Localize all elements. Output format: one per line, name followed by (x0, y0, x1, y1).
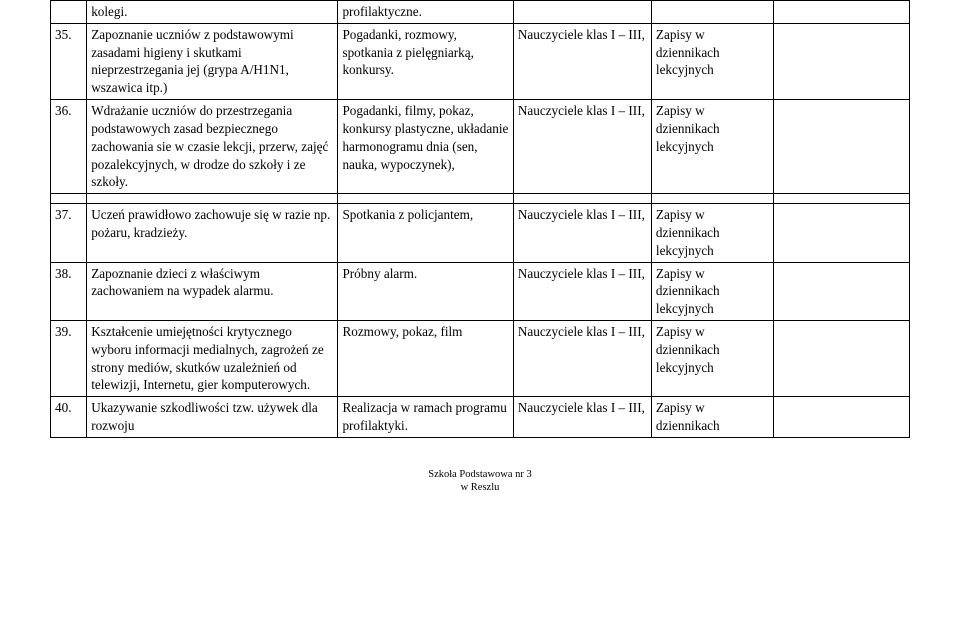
cell-who (513, 1, 651, 24)
cell-record: Zapisy w dziennikach (651, 397, 773, 438)
cell-last (774, 1, 910, 24)
cell-record (651, 1, 773, 24)
cell-who: Nauczyciele klas I – III, (513, 204, 651, 262)
cell-last (774, 397, 910, 438)
curriculum-table: kolegi. profilaktyczne. 35. Zapoznanie u… (50, 0, 910, 438)
cell-record: Zapisy w dziennikach lekcyjnych (651, 23, 773, 99)
cell-method: Próbny alarm. (338, 262, 513, 320)
footer-line-1: Szkoła Podstawowa nr 3 (428, 469, 532, 480)
cell-topic: Uczeń prawidłowo zachowuje się w razie n… (87, 204, 338, 262)
cell-topic: kolegi. (87, 1, 338, 24)
document-page: kolegi. profilaktyczne. 35. Zapoznanie u… (0, 0, 960, 494)
cell-num: 38. (51, 262, 87, 320)
cell-num (51, 1, 87, 24)
cell-method: Rozmowy, pokaz, film (338, 321, 513, 397)
cell-who: Nauczyciele klas I – III, (513, 100, 651, 194)
cell-topic: Kształcenie umiejętności krytycznego wyb… (87, 321, 338, 397)
table-row: 39. Kształcenie umiejętności krytycznego… (51, 321, 910, 397)
cell-method: Spotkania z policjantem, (338, 204, 513, 262)
cell-last (774, 204, 910, 262)
cell-method: profilaktyczne. (338, 1, 513, 24)
cell-last (774, 23, 910, 99)
page-footer: Szkoła Podstawowa nr 3 w Reszlu (50, 468, 910, 494)
table-row: kolegi. profilaktyczne. (51, 1, 910, 24)
cell-topic: Ukazywanie szkodliwości tzw. używek dla … (87, 397, 338, 438)
cell-method: Pogadanki, filmy, pokaz, konkursy plasty… (338, 100, 513, 194)
table-row: 40. Ukazywanie szkodliwości tzw. używek … (51, 397, 910, 438)
cell-who: Nauczyciele klas I – III, (513, 23, 651, 99)
cell-num: 36. (51, 100, 87, 194)
cell-last (774, 100, 910, 194)
cell-last (774, 321, 910, 397)
cell-num: 37. (51, 204, 87, 262)
cell-who: Nauczyciele klas I – III, (513, 397, 651, 438)
table-row: 38. Zapoznanie dzieci z właściwym zachow… (51, 262, 910, 320)
cell-who: Nauczyciele klas I – III, (513, 262, 651, 320)
cell-who: Nauczyciele klas I – III, (513, 321, 651, 397)
cell-num: 40. (51, 397, 87, 438)
cell-method: Realizacja w ramach programu profilaktyk… (338, 397, 513, 438)
table-spacer (51, 194, 910, 204)
cell-record: Zapisy w dziennikach lekcyjnych (651, 262, 773, 320)
cell-num: 39. (51, 321, 87, 397)
cell-topic: Zapoznanie dzieci z właściwym zachowanie… (87, 262, 338, 320)
cell-last (774, 262, 910, 320)
cell-record: Zapisy w dziennikach lekcyjnych (651, 204, 773, 262)
table-row: 37. Uczeń prawidłowo zachowuje się w raz… (51, 204, 910, 262)
cell-topic: Zapoznanie uczniów z podstawowymi zasada… (87, 23, 338, 99)
footer-line-2: w Reszlu (461, 482, 500, 493)
cell-method: Pogadanki, rozmowy, spotkania z pielęgni… (338, 23, 513, 99)
cell-num: 35. (51, 23, 87, 99)
cell-topic: Wdrażanie uczniów do przestrzegania pods… (87, 100, 338, 194)
table-row: 35. Zapoznanie uczniów z podstawowymi za… (51, 23, 910, 99)
table-row: 36. Wdrażanie uczniów do przestrzegania … (51, 100, 910, 194)
cell-record: Zapisy w dziennikach lekcyjnych (651, 321, 773, 397)
cell-record: Zapisy w dziennikach lekcyjnych (651, 100, 773, 194)
